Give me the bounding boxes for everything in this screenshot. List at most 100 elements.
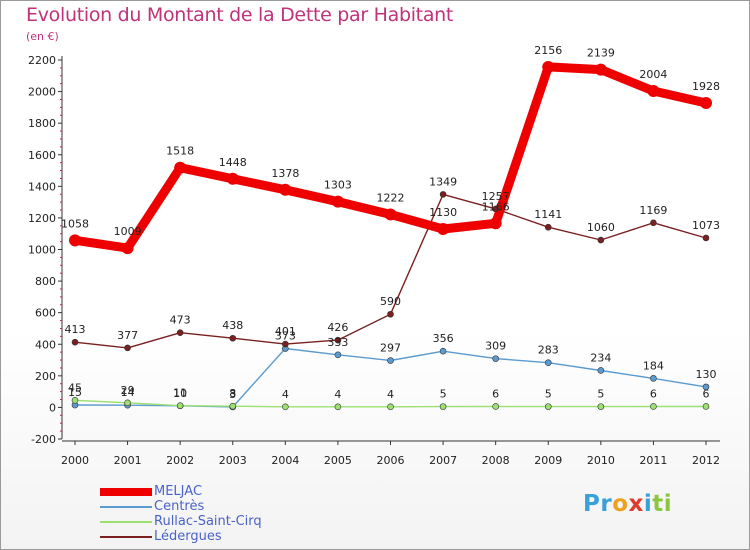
data-point-rullac-saint-cirq: [282, 403, 289, 411]
data-point-rullac-saint-cirq: [387, 403, 394, 411]
data-label-meljac: 1928: [692, 80, 720, 93]
data-label-centr-s: 283: [538, 344, 559, 357]
data-point-meljac: [542, 60, 555, 73]
data-label-meljac: 1058: [61, 217, 89, 230]
data-point-rullac-saint-cirq: [334, 403, 342, 411]
data-point-rullac-saint-cirq: [544, 403, 552, 410]
data-point-meljac: [437, 222, 450, 235]
data-point-rullac-saint-cirq: [702, 403, 710, 410]
legend-swatch-ledergues: [100, 536, 152, 538]
data-point-centr-s: [492, 355, 499, 362]
data-point-centr-s: [597, 367, 605, 374]
data-label-centr-s: 309: [485, 340, 506, 353]
data-label-l-dergues: 1060: [587, 221, 615, 234]
data-label-rullac-saint-cirq: 8: [229, 387, 236, 400]
data-point-centr-s: [544, 359, 552, 367]
data-label-l-dergues: 377: [117, 329, 138, 342]
data-label-meljac: 1166: [482, 200, 510, 213]
y-tick-label: 1400: [28, 180, 56, 193]
legend-label-meljac: MELJAC: [154, 484, 203, 499]
y-tick-label: 2000: [28, 86, 56, 99]
data-point-l-dergues: [439, 191, 447, 198]
data-label-meljac: 1009: [114, 225, 142, 238]
data-point-meljac: [121, 242, 134, 255]
data-point-l-dergues: [334, 336, 342, 344]
y-tick-label: 0: [49, 401, 56, 414]
series-lines: [70, 62, 711, 408]
data-label-rullac-saint-cirq: 45: [68, 381, 82, 394]
data-point-rullac-saint-cirq: [71, 397, 79, 404]
data-point-l-dergues: [544, 223, 552, 231]
x-tick-label: 2007: [429, 454, 457, 467]
x-tick-label: 2004: [271, 454, 299, 467]
data-point-meljac: [226, 172, 239, 185]
data-point-l-dergues: [282, 340, 289, 348]
data-point-meljac: [489, 217, 502, 230]
data-label-meljac: 2156: [534, 44, 562, 57]
data-label-l-dergues: 1073: [692, 219, 720, 232]
legend-label-centres: Centrès: [154, 499, 205, 514]
data-point-rullac-saint-cirq: [124, 399, 131, 407]
data-point-meljac: [174, 161, 187, 174]
y-tick-label: 2200: [28, 54, 56, 67]
data-point-l-dergues: [229, 334, 237, 342]
data-label-l-dergues: 590: [380, 295, 401, 308]
data-label-centr-s: 130: [696, 368, 717, 381]
chart-subtitle: (en €): [26, 30, 59, 43]
data-label-meljac: 1303: [324, 179, 352, 192]
data-label-centr-s: 373: [275, 330, 296, 343]
proxiti-logo: Proxiti: [583, 491, 672, 517]
data-label-rullac-saint-cirq: 29: [121, 384, 135, 397]
data-point-meljac: [700, 96, 712, 109]
data-label-centr-s: 15: [68, 386, 82, 399]
data-label-l-dergues: 1257: [482, 190, 510, 203]
data-point-centr-s: [702, 383, 710, 391]
data-point-meljac: [69, 234, 81, 247]
x-tick-label: 2005: [324, 454, 352, 467]
x-tick-label: 2009: [534, 454, 562, 467]
logo-letter: o: [612, 491, 629, 517]
data-point-l-dergues: [492, 205, 499, 213]
legend-swatch-centres: [100, 506, 152, 508]
data-label-l-dergues: 1169: [639, 204, 667, 217]
data-label-centr-s: 234: [590, 351, 611, 364]
data-point-l-dergues: [650, 219, 657, 227]
data-point-rullac-saint-cirq: [176, 402, 184, 409]
data-label-meljac: 1518: [166, 145, 194, 158]
data-label-l-dergues: 1349: [429, 175, 457, 188]
x-tick-label: 2011: [639, 454, 667, 467]
data-label-meljac: 1222: [377, 191, 405, 204]
data-point-l-dergues: [71, 338, 79, 346]
data-label-meljac: 1130: [429, 206, 457, 219]
data-point-centr-s: [387, 357, 394, 364]
series-points: [69, 60, 712, 411]
data-point-meljac: [647, 84, 660, 97]
data-label-l-dergues: 1141: [534, 208, 562, 221]
logo-letter: r: [600, 491, 613, 517]
y-tick-label: 1800: [28, 117, 56, 130]
x-tick-label: 2003: [219, 454, 247, 467]
data-label-l-dergues: 426: [327, 321, 348, 334]
data-label-centr-s: 10: [173, 387, 187, 400]
x-tick-label: 2000: [61, 454, 89, 467]
x-tick-label: 2006: [377, 454, 405, 467]
logo-letter: x: [628, 491, 644, 517]
data-label-rullac-saint-cirq: 6: [492, 387, 499, 400]
data-label-rullac-saint-cirq: 6: [703, 387, 710, 400]
data-point-rullac-saint-cirq: [439, 403, 447, 410]
data-label-rullac-saint-cirq: 5: [597, 388, 604, 401]
x-tick-label: 2008: [482, 454, 510, 467]
logo-letter: i: [663, 491, 673, 517]
data-label-rullac-saint-cirq: 4: [334, 388, 341, 401]
legend-label-rullac-saint-cirq: Rullac-Saint-Cirq: [154, 514, 262, 529]
data-point-l-dergues: [124, 344, 131, 352]
logo-letter: i: [643, 491, 653, 517]
y-tick-label: 1000: [28, 244, 56, 257]
data-label-rullac-saint-cirq: 5: [440, 388, 447, 401]
data-point-centr-s: [650, 375, 657, 382]
data-label-l-dergues: 438: [222, 319, 243, 332]
data-label-centr-s: 184: [643, 359, 664, 372]
data-label-meljac: 2004: [639, 68, 667, 81]
